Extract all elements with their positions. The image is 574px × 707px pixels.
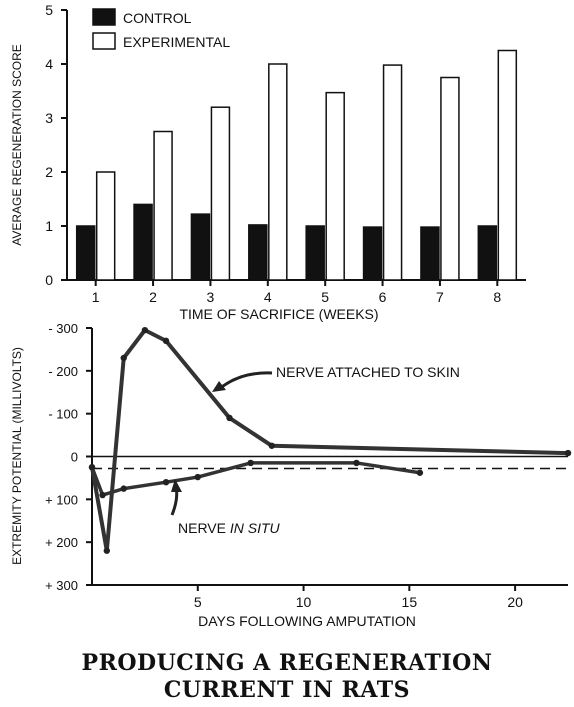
bar-experimental	[95, 171, 116, 281]
line-chart-series	[88, 326, 572, 554]
data-point-in-situ	[416, 469, 424, 476]
line-chart-xlabel: DAYS FOLLOWING AMPUTATION	[198, 613, 416, 629]
x-tick-label: 4	[264, 289, 272, 305]
y-tick-label: + 100	[45, 492, 78, 507]
bar-control	[248, 224, 268, 281]
legend-swatch-experimental	[92, 32, 116, 50]
bar-experimental	[325, 91, 345, 281]
series-line-skin	[90, 328, 570, 553]
y-tick-label: 0	[45, 272, 53, 288]
bar-chart-y-axis: 0 1 2 3 4 5	[45, 2, 68, 288]
x-tick-label: 1	[92, 289, 100, 305]
series-label-in-situ: NERVE IN SITU	[178, 520, 281, 536]
bar-experimental	[497, 49, 518, 281]
data-point-skin	[120, 354, 127, 362]
x-tick-label: 15	[402, 594, 418, 610]
y-tick-label: 4	[45, 56, 53, 72]
bar-control	[190, 213, 211, 281]
line-chart-reference-lines	[92, 455, 568, 470]
y-tick-label: 3	[45, 110, 53, 126]
series-label-in-situ-prefix: NERVE	[178, 520, 230, 536]
y-tick-label: 5	[45, 2, 53, 18]
line-chart-ylabel: EXTREMITY POTENTIAL (MILLIVOLTS)	[10, 347, 24, 565]
y-tick-label: 1	[45, 218, 53, 234]
y-tick-label: - 200	[48, 364, 78, 379]
data-point-skin	[268, 442, 276, 449]
bar-experimental	[153, 130, 173, 281]
bar-experimental	[382, 64, 403, 281]
data-point-skin	[564, 449, 572, 457]
data-point-in-situ	[120, 485, 127, 492]
data-point-skin	[162, 337, 170, 345]
figure-title-line-2: CURRENT IN RATS	[163, 677, 411, 703]
bar-chart-legend: CONTROL EXPERIMENTAL	[92, 8, 230, 50]
bar-experimental	[210, 106, 231, 281]
x-tick-label: 6	[379, 289, 387, 305]
x-tick-label: 5	[321, 289, 329, 305]
x-tick-label: 2	[149, 289, 157, 305]
x-tick-label: 8	[493, 289, 501, 305]
y-tick-label: 0	[71, 450, 78, 465]
x-tick-label: 7	[436, 289, 444, 305]
bar-experimental	[268, 63, 288, 281]
annotation-arrowhead-in-situ	[171, 479, 182, 492]
y-tick-label: - 100	[48, 407, 78, 422]
data-point-in-situ	[162, 479, 170, 486]
legend-label-experimental: EXPERIMENTAL	[123, 34, 230, 50]
annotation-arrow-skin	[217, 371, 273, 392]
figure-canvas: 0 1 2 3 4 5 1 2 3 4 5 6 7 8 AVERAGE REGENERATION SCO…	[10, 2, 572, 629]
data-point-in-situ	[353, 459, 360, 467]
legend-swatch-control	[92, 8, 116, 26]
y-tick-label: + 200	[45, 535, 78, 550]
bar-chart: 0 1 2 3 4 5 1 2 3 4 5 6 7 8 AVERAGE REGENERATION SCO…	[10, 2, 526, 322]
y-tick-label: + 300	[45, 578, 78, 593]
annotation-arrowhead-skin	[212, 381, 226, 392]
line-chart-y-axis: - 300 - 200 - 100 0 + 100 + 200 + 300	[45, 321, 93, 593]
line-chart-annotations	[170, 371, 273, 516]
x-tick-label: 10	[296, 594, 312, 610]
bar-control	[75, 225, 96, 281]
figure-title-line-1: PRODUCING A REGENERATION	[81, 650, 493, 676]
bar-control	[420, 226, 440, 281]
bar-chart-xlabel: TIME OF SACRIFICE (WEEKS)	[179, 306, 378, 322]
series-label-in-situ-italic: IN SITU	[230, 520, 281, 536]
bar-control	[133, 203, 153, 281]
x-tick-label: 5	[194, 594, 202, 610]
bar-chart-x-axis: 1 2 3 4 5 6 7 8	[67, 279, 526, 305]
bar-control	[305, 225, 325, 281]
y-tick-label: - 300	[48, 321, 78, 336]
data-point-skin	[103, 547, 111, 554]
bar-experimental	[440, 76, 460, 281]
bar-control	[362, 226, 383, 281]
data-point-in-situ	[247, 459, 254, 467]
data-point-in-situ	[194, 473, 201, 481]
data-point-skin	[226, 414, 233, 422]
bar-control	[477, 225, 498, 281]
x-tick-label: 3	[207, 289, 215, 305]
series-label-skin: NERVE ATTACHED TO SKIN	[276, 364, 460, 380]
series-line-in-situ	[90, 461, 422, 497]
bar-chart-ylabel: AVERAGE REGENERATION SCORE	[10, 44, 24, 246]
data-point-skin	[141, 326, 149, 334]
x-tick-label: 20	[507, 594, 523, 610]
y-tick-label: 2	[45, 164, 53, 180]
legend-label-control: CONTROL	[123, 10, 192, 26]
line-chart-x-axis: 5 10 15 20	[92, 584, 568, 610]
data-point-in-situ	[88, 464, 96, 471]
data-point-in-situ	[99, 491, 106, 499]
bar-chart-bars	[75, 49, 518, 281]
